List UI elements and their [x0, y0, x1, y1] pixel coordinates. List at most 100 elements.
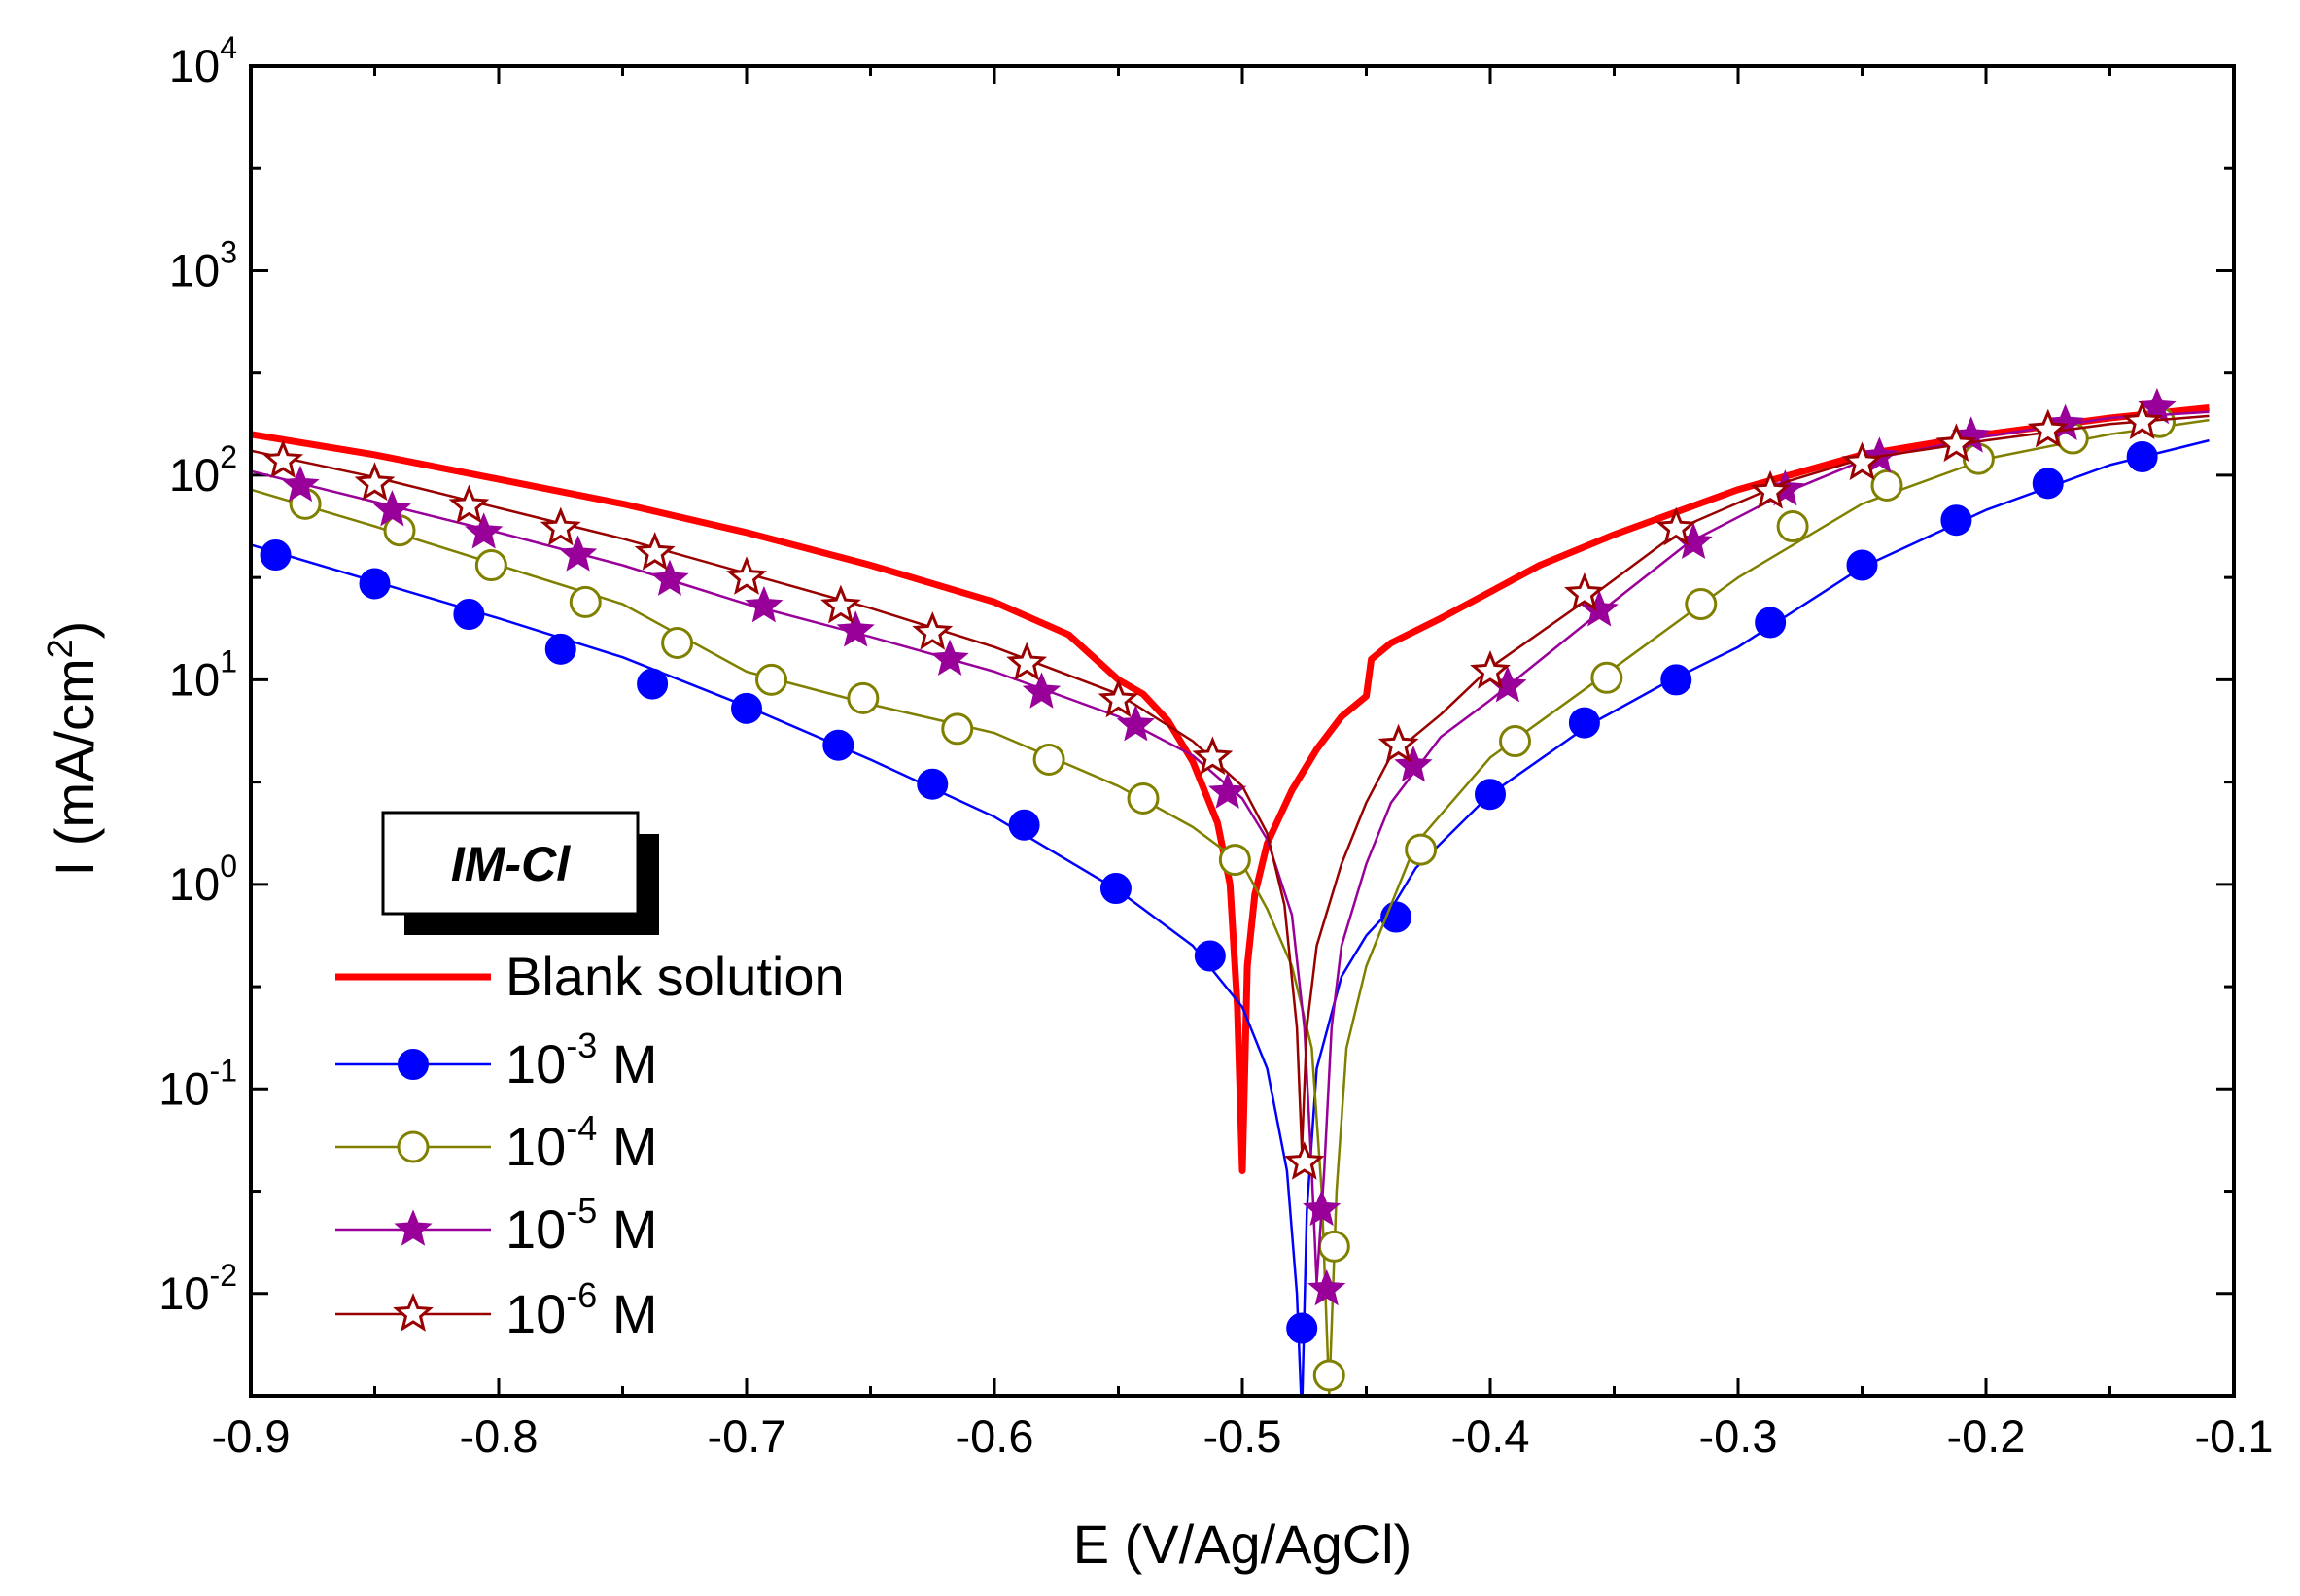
y-tick-base: 10: [169, 449, 220, 501]
legend-label-0: Blank solution: [505, 946, 845, 1007]
series-marker-3: [1116, 705, 1156, 742]
series-marker-1: [453, 599, 485, 631]
series-marker-4: [540, 506, 581, 546]
y-tick-base: 10: [158, 1062, 209, 1114]
series-marker-2: [1312, 1359, 1345, 1392]
x-axis-title: E (V/Ag/AgCl): [1073, 1513, 1412, 1575]
series-marker-4: [1655, 506, 1697, 546]
series-marker-3: [836, 610, 875, 647]
series-marker-1: [2032, 468, 2064, 500]
series-marker-4: [1006, 642, 1048, 681]
legend-marker-4: [393, 1293, 434, 1332]
y-tick-label: 10-2: [158, 1258, 237, 1319]
series-marker-1: [1755, 607, 1787, 639]
series-marker-1: [544, 633, 576, 665]
series-marker-2: [1032, 743, 1065, 776]
y-tick-exponent: -1: [210, 1053, 237, 1088]
inset-label: IM-Cl: [381, 811, 659, 935]
y-tick-label: 104: [169, 30, 237, 91]
series-marker-3: [558, 535, 598, 572]
legend-marker-1: [398, 1049, 429, 1080]
series-marker-4: [912, 611, 954, 650]
legend-label-4: 10-6 M: [505, 1275, 658, 1344]
legend-label-base: 10: [505, 1283, 566, 1344]
series-marker-3: [372, 490, 412, 527]
series-marker-4: [1841, 441, 1883, 481]
series-marker-1: [1286, 1312, 1318, 1344]
y-tick-label: 100: [169, 849, 237, 910]
series-marker-4: [448, 484, 490, 524]
y-tick-base: 10: [169, 653, 220, 705]
series-marker-2: [847, 681, 880, 714]
y-axis-title-sup: 2: [40, 639, 80, 658]
x-tick-label: -0.6: [956, 1410, 1034, 1462]
legend-label-base: 10: [505, 1033, 566, 1094]
series-marker-4: [262, 439, 304, 479]
legend-marker-2: [397, 1130, 430, 1163]
legend-label-exponent: -3: [566, 1025, 597, 1065]
x-tick-label: -0.4: [1451, 1410, 1530, 1462]
inset-label-box: [381, 811, 640, 916]
y-axis-title-end: ): [44, 621, 105, 640]
series-marker-4: [634, 531, 676, 571]
series-marker-1: [917, 768, 949, 800]
y-tick-exponent: -2: [210, 1258, 237, 1293]
series-marker-3: [930, 639, 969, 677]
legend-label-unit: M: [597, 1033, 657, 1094]
series-marker-1: [1846, 549, 1878, 581]
series-marker-2: [1127, 781, 1160, 815]
series-marker-1: [1475, 779, 1506, 811]
legend-label-exponent: -6: [566, 1275, 597, 1315]
series-marker-1: [731, 692, 762, 724]
x-tick-label: -0.1: [2195, 1410, 2274, 1462]
series-marker-1: [1008, 809, 1040, 841]
x-tick-labels: -0.9 -0.8 -0.7 -0.6 -0.5 -0.4 -0.3 -0.2 -0.1: [212, 1410, 2274, 1462]
legend-label-unit: M: [597, 1116, 657, 1177]
series-line-0: [251, 404, 2210, 1174]
plot-frame: [249, 64, 2236, 1398]
legend-label-unit: M: [597, 1283, 657, 1344]
series-marker-4: [1192, 736, 1234, 776]
legend-label-1: 10-3 M: [505, 1025, 658, 1094]
y-tick-label: 101: [169, 643, 237, 705]
series-marker-3: [1394, 746, 1433, 782]
legend-label-base: Blank solution: [505, 946, 845, 1007]
series-marker-4: [2121, 400, 2163, 440]
series-marker-1: [637, 668, 669, 700]
inset-label-text: IM-Cl: [451, 837, 571, 891]
legend-label-exponent: -4: [566, 1108, 597, 1148]
x-tick-label: -0.7: [708, 1410, 786, 1462]
x-tick-label: -0.2: [1947, 1410, 2026, 1462]
series-marker-1: [1940, 504, 1972, 537]
y-tick-label: 102: [169, 439, 237, 501]
x-tick-label: -0.5: [1203, 1410, 1282, 1462]
series-marker-2: [1776, 510, 1809, 543]
series-marker-1: [359, 568, 391, 600]
series-marker-4: [1283, 1141, 1325, 1180]
series-marker-3: [465, 512, 504, 549]
x-tick-label: -0.3: [1699, 1410, 1778, 1462]
legend-label-exponent: -5: [566, 1191, 597, 1231]
series-marker-2: [1685, 588, 1718, 621]
series-marker-4: [1377, 723, 1419, 763]
series-marker-3: [281, 465, 320, 503]
series-marker-3: [745, 585, 784, 623]
y-tick-exponent: 3: [220, 234, 237, 269]
series-marker-1: [1568, 707, 1600, 739]
x-tick-label: -0.9: [212, 1410, 291, 1462]
legend-label-2: 10-4 M: [505, 1108, 658, 1177]
y-tick-exponent: 4: [220, 30, 237, 65]
series-marker-2: [474, 549, 507, 582]
series-marker-4: [2027, 408, 2069, 448]
series-marker-2: [1870, 468, 1903, 502]
y-tick-label: 10-1: [158, 1053, 237, 1114]
series-marker-1: [822, 729, 854, 761]
series-marker-2: [941, 712, 974, 746]
series-marker-3: [650, 559, 689, 596]
x-tick-label: -0.8: [460, 1410, 539, 1462]
legend-label-base: 10: [505, 1198, 566, 1260]
series-marker-1: [1194, 940, 1226, 972]
